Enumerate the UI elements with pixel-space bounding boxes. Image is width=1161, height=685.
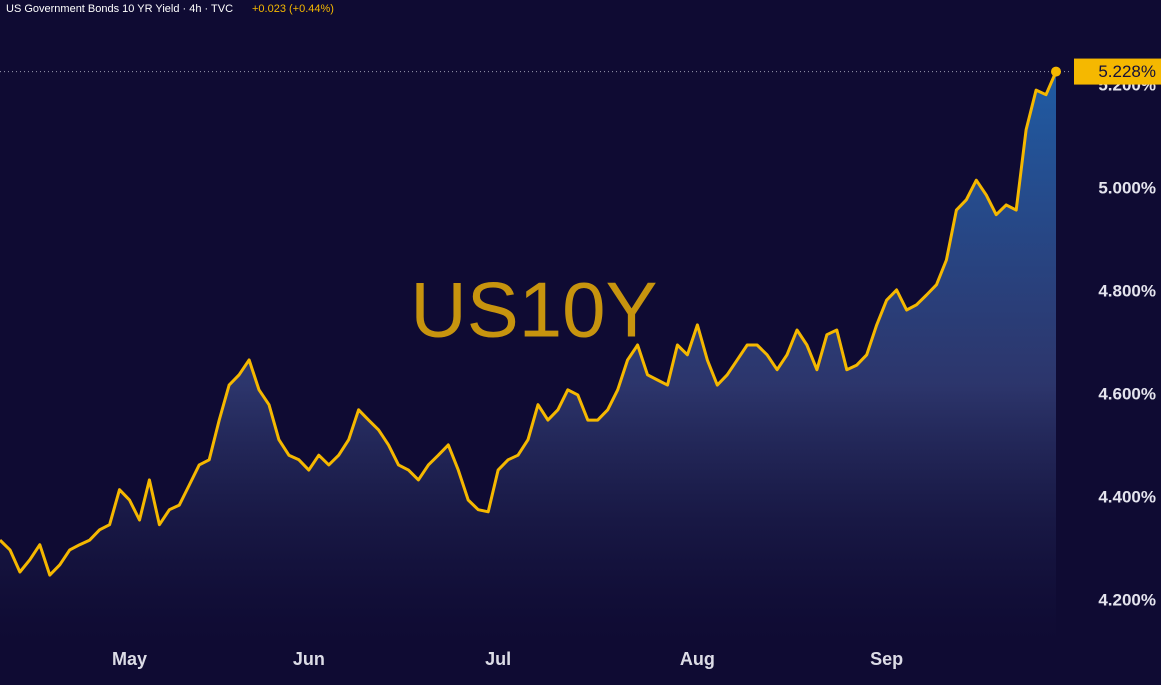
x-tick-label: Aug (680, 649, 715, 669)
chart-title: US Government Bonds 10 YR Yield · 4h · T… (6, 3, 233, 15)
x-tick-label: Jun (293, 649, 325, 669)
y-tick-label: 4.200% (1098, 590, 1156, 609)
watermark: US10Y (410, 266, 657, 354)
last-price-box (1074, 58, 1161, 85)
price-line (0, 71, 1058, 577)
price-change: +0.023 (+0.44%) (252, 3, 334, 15)
last-point (1051, 66, 1061, 77)
y-tick-label: 5.000% (1098, 178, 1156, 197)
x-tick-label: Sep (870, 649, 903, 669)
plot-area (0, 66, 1072, 641)
x-tick-label: May (112, 649, 147, 669)
last-price-label: 5.228% (1098, 62, 1156, 81)
y-tick-label: 4.400% (1098, 487, 1156, 506)
x-tick-label: Jul (485, 649, 511, 669)
area-fill (0, 71, 1056, 641)
y-tick-label: 4.600% (1098, 384, 1156, 403)
y-tick-label: 4.800% (1098, 281, 1156, 300)
